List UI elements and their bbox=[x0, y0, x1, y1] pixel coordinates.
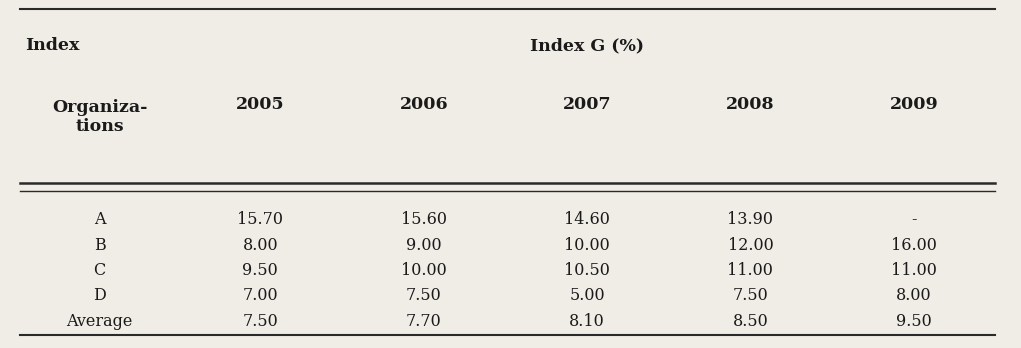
Text: 7.50: 7.50 bbox=[405, 287, 442, 304]
Text: A: A bbox=[94, 211, 105, 228]
Text: 8.10: 8.10 bbox=[569, 313, 605, 330]
Text: 15.60: 15.60 bbox=[400, 211, 447, 228]
Text: C: C bbox=[94, 262, 105, 279]
Text: 11.00: 11.00 bbox=[891, 262, 936, 279]
Text: Index G (%): Index G (%) bbox=[530, 37, 644, 54]
Text: 13.90: 13.90 bbox=[727, 211, 774, 228]
Text: Index: Index bbox=[26, 37, 80, 54]
Text: -: - bbox=[911, 211, 917, 228]
Text: D: D bbox=[93, 287, 106, 304]
Text: 2005: 2005 bbox=[236, 96, 285, 113]
Text: 8.00: 8.00 bbox=[243, 237, 278, 254]
Text: B: B bbox=[94, 237, 105, 254]
Text: 9.00: 9.00 bbox=[406, 237, 441, 254]
Text: 10.00: 10.00 bbox=[401, 262, 446, 279]
Text: 12.00: 12.00 bbox=[728, 237, 773, 254]
Text: 5.00: 5.00 bbox=[570, 287, 604, 304]
Text: Average: Average bbox=[66, 313, 133, 330]
Text: 9.50: 9.50 bbox=[242, 262, 279, 279]
Text: 7.50: 7.50 bbox=[242, 313, 279, 330]
Text: 2009: 2009 bbox=[889, 96, 938, 113]
Text: 7.00: 7.00 bbox=[243, 287, 278, 304]
Text: 2006: 2006 bbox=[399, 96, 448, 113]
Text: 15.70: 15.70 bbox=[237, 211, 284, 228]
Text: 16.00: 16.00 bbox=[891, 237, 936, 254]
Text: 2008: 2008 bbox=[726, 96, 775, 113]
Text: 11.00: 11.00 bbox=[728, 262, 773, 279]
Text: 8.50: 8.50 bbox=[732, 313, 769, 330]
Text: Organiza-
tions: Organiza- tions bbox=[52, 99, 147, 135]
Text: 7.50: 7.50 bbox=[732, 287, 769, 304]
Text: 14.60: 14.60 bbox=[565, 211, 610, 228]
Text: 9.50: 9.50 bbox=[895, 313, 932, 330]
Text: 10.00: 10.00 bbox=[565, 237, 610, 254]
Text: 7.70: 7.70 bbox=[405, 313, 442, 330]
Text: 10.50: 10.50 bbox=[565, 262, 610, 279]
Text: 8.00: 8.00 bbox=[896, 287, 931, 304]
Text: 2007: 2007 bbox=[563, 96, 612, 113]
